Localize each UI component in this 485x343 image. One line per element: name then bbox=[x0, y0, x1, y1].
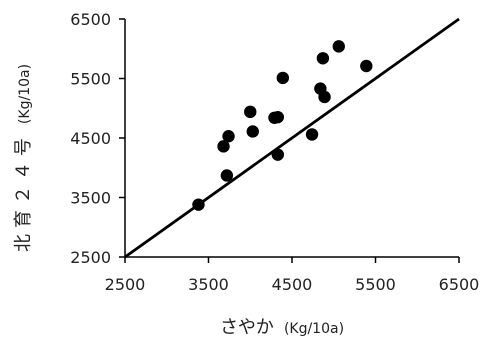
x-axis-title: さやか (Kg/10a) bbox=[220, 317, 344, 338]
y-tick-label: 6500 bbox=[70, 10, 111, 29]
data-point bbox=[306, 128, 318, 140]
x-tick-label: 2500 bbox=[105, 275, 146, 294]
data-point bbox=[247, 125, 259, 137]
y-tick-label: 2500 bbox=[70, 248, 111, 267]
y-tick-label: 4500 bbox=[70, 129, 111, 148]
y-axis-title-unit: (Kg/10a) bbox=[17, 64, 33, 124]
data-point bbox=[318, 91, 330, 103]
x-axis-title-unit: (Kg/10a) bbox=[284, 321, 344, 337]
data-point bbox=[244, 106, 256, 118]
data-point bbox=[221, 169, 233, 181]
y-axis-title-main: 北育２４号 bbox=[13, 132, 34, 252]
data-point bbox=[360, 60, 372, 72]
y-axis-ticks: 2500 3500 4500 5500 6500 bbox=[70, 10, 125, 267]
reference-line bbox=[125, 19, 459, 257]
x-tick-label: 6500 bbox=[439, 275, 480, 294]
data-point bbox=[192, 198, 204, 210]
y-tick-label: 5500 bbox=[70, 70, 111, 89]
data-point bbox=[333, 40, 345, 52]
y-axis-title: 北育２４号 (Kg/10a) bbox=[13, 64, 34, 252]
x-tick-label: 4500 bbox=[272, 275, 313, 294]
data-point bbox=[272, 111, 284, 123]
x-axis-title-main: さやか bbox=[220, 317, 274, 338]
x-tick-label: 3500 bbox=[188, 275, 229, 294]
data-point bbox=[317, 52, 329, 64]
data-point bbox=[277, 72, 289, 84]
y-tick-label: 3500 bbox=[70, 189, 111, 208]
plot-area: 2500 3500 4500 5500 6500 2500 3500 4500 5500 650… bbox=[70, 10, 479, 294]
x-axis-ticks: 2500 3500 4500 5500 6500 bbox=[105, 257, 480, 294]
data-point bbox=[222, 130, 234, 142]
data-point bbox=[272, 148, 284, 160]
data-points bbox=[192, 40, 372, 211]
x-tick-label: 5500 bbox=[355, 275, 396, 294]
